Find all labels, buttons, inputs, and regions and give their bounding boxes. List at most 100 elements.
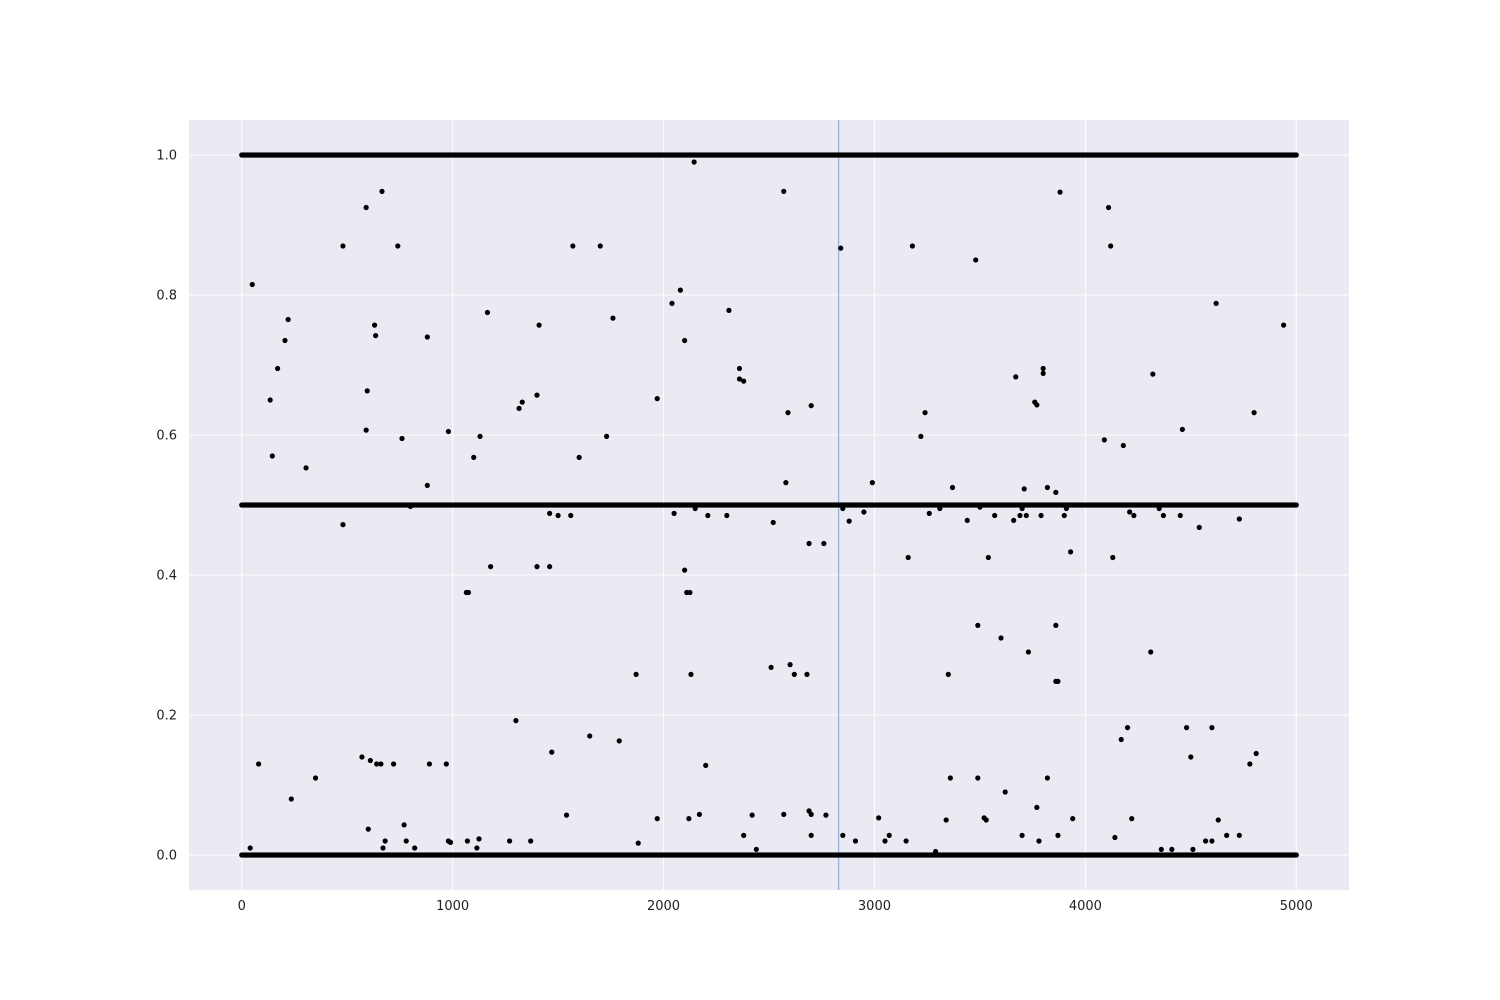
data-point bbox=[1293, 502, 1299, 508]
data-point bbox=[1184, 725, 1190, 731]
data-point bbox=[926, 510, 932, 516]
data-point bbox=[1061, 512, 1067, 519]
data-point bbox=[633, 671, 639, 678]
data-point bbox=[1209, 725, 1215, 731]
data-point bbox=[1179, 426, 1185, 432]
data-point bbox=[1105, 204, 1112, 211]
data-point bbox=[1127, 509, 1133, 515]
data-point bbox=[390, 761, 397, 767]
data-point bbox=[691, 159, 697, 165]
y-tick-label: 0.2 bbox=[156, 709, 177, 724]
data-point bbox=[806, 540, 812, 547]
y-tick-label: 0.8 bbox=[156, 289, 177, 304]
data-point bbox=[570, 243, 576, 249]
x-tick-label: 4000 bbox=[1069, 899, 1102, 914]
data-point bbox=[1131, 512, 1137, 519]
data-point bbox=[983, 817, 989, 823]
y-tick-label: 0.4 bbox=[156, 569, 177, 584]
data-point bbox=[303, 465, 309, 471]
data-point bbox=[1124, 725, 1131, 731]
data-point bbox=[547, 564, 553, 570]
data-point bbox=[846, 518, 852, 524]
data-point bbox=[1017, 512, 1023, 519]
data-point bbox=[1063, 505, 1069, 512]
data-point bbox=[359, 754, 365, 760]
data-point bbox=[288, 796, 294, 802]
data-point bbox=[1188, 754, 1194, 760]
data-point bbox=[471, 454, 477, 460]
data-point bbox=[363, 427, 369, 433]
data-point bbox=[1019, 505, 1025, 512]
data-point bbox=[281, 502, 287, 508]
data-point bbox=[282, 337, 288, 344]
data-point bbox=[736, 365, 743, 372]
data-point bbox=[519, 399, 525, 405]
data-point bbox=[563, 812, 570, 818]
data-point bbox=[1108, 243, 1114, 249]
data-point bbox=[506, 838, 513, 844]
data-point bbox=[516, 405, 522, 411]
data-point bbox=[768, 664, 774, 671]
x-tick-label: 3000 bbox=[858, 899, 891, 914]
data-point bbox=[249, 281, 255, 288]
data-point bbox=[1150, 371, 1156, 377]
data-point bbox=[1112, 834, 1118, 841]
data-point bbox=[597, 243, 603, 249]
data-point bbox=[549, 749, 555, 755]
data-point bbox=[1023, 512, 1029, 519]
data-point bbox=[424, 334, 430, 340]
data-point bbox=[998, 635, 1004, 641]
data-point bbox=[635, 840, 641, 846]
data-point bbox=[985, 554, 991, 561]
data-point bbox=[1055, 678, 1061, 685]
data-point bbox=[555, 512, 561, 519]
data-point bbox=[977, 504, 983, 510]
data-point bbox=[947, 775, 953, 781]
data-point bbox=[821, 540, 827, 547]
data-point bbox=[547, 510, 553, 516]
data-point bbox=[306, 502, 312, 508]
data-point bbox=[975, 622, 981, 629]
data-point bbox=[1224, 832, 1230, 839]
y-tick-label: 0.6 bbox=[156, 429, 177, 444]
data-point bbox=[703, 762, 709, 769]
data-point bbox=[616, 738, 622, 744]
data-point bbox=[587, 733, 593, 739]
x-tick-label: 0 bbox=[238, 899, 246, 914]
data-point bbox=[654, 396, 660, 402]
data-point bbox=[696, 811, 703, 818]
x-tick-label: 2000 bbox=[647, 899, 680, 914]
data-point bbox=[1057, 189, 1063, 195]
data-point bbox=[382, 838, 388, 844]
data-point bbox=[374, 761, 380, 767]
data-point bbox=[424, 482, 430, 488]
data-point bbox=[687, 589, 693, 596]
data-point bbox=[1236, 516, 1242, 522]
data-point bbox=[1209, 838, 1215, 844]
data-point bbox=[1011, 517, 1017, 524]
data-point bbox=[973, 257, 979, 263]
data-point bbox=[1025, 649, 1032, 655]
data-point bbox=[905, 554, 911, 561]
data-point bbox=[838, 245, 844, 251]
data-point bbox=[1070, 816, 1076, 822]
data-point bbox=[1034, 402, 1040, 408]
data-point bbox=[726, 307, 732, 313]
data-point bbox=[528, 838, 534, 844]
data-point bbox=[1053, 622, 1059, 629]
data-point bbox=[340, 243, 346, 249]
data-point bbox=[785, 410, 791, 416]
data-point bbox=[736, 376, 743, 382]
data-point bbox=[1053, 489, 1059, 495]
data-point bbox=[445, 428, 452, 435]
data-point bbox=[399, 435, 405, 442]
data-point bbox=[1044, 775, 1050, 781]
data-point bbox=[686, 816, 692, 822]
data-point bbox=[808, 403, 814, 409]
data-point bbox=[1055, 832, 1061, 839]
data-point bbox=[882, 838, 888, 844]
data-point bbox=[367, 757, 373, 764]
data-point bbox=[372, 322, 378, 328]
data-point bbox=[669, 300, 675, 306]
data-point bbox=[477, 433, 483, 439]
